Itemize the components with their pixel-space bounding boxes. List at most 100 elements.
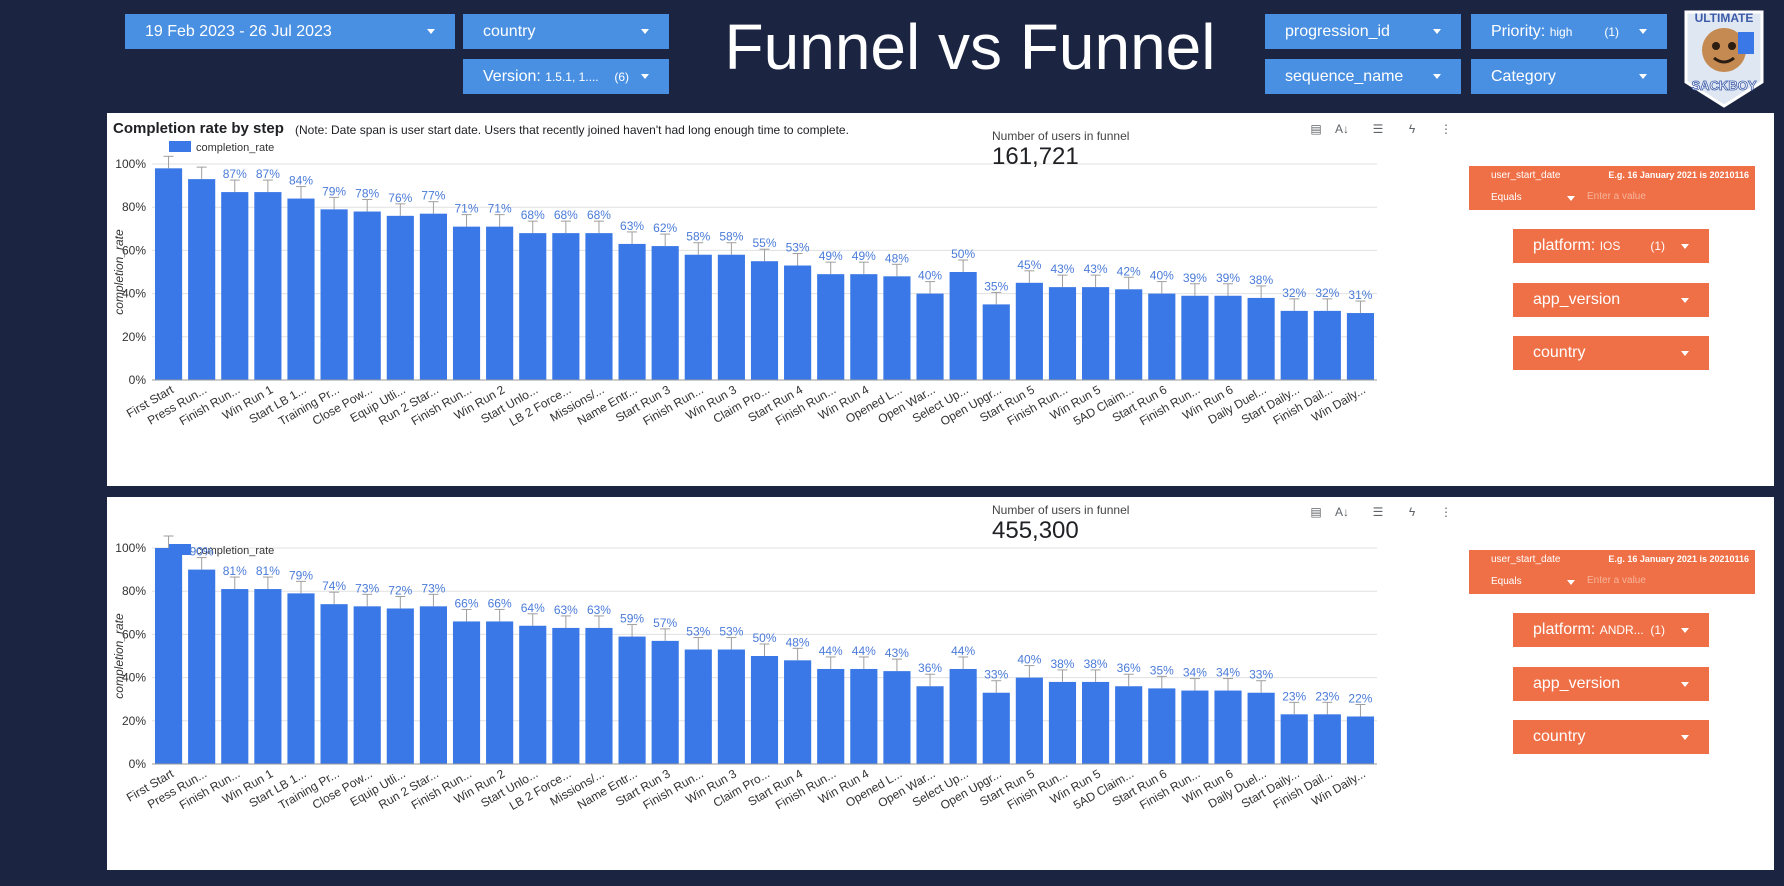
lightning-icon[interactable]: ϟ — [1408, 505, 1416, 519]
bar[interactable] — [850, 274, 878, 380]
bar[interactable] — [452, 621, 481, 764]
bar[interactable] — [188, 569, 216, 764]
bar[interactable] — [519, 233, 547, 380]
explore-chart-icon[interactable]: ▤ — [1310, 505, 1322, 519]
bar[interactable] — [154, 168, 183, 380]
sort-icon[interactable]: A↓ — [1334, 505, 1349, 519]
platform-filter[interactable]: platform: IOS (1) — [1513, 229, 1709, 263]
bar[interactable] — [1346, 313, 1375, 380]
bar[interactable] — [585, 627, 613, 764]
bar[interactable] — [188, 179, 216, 380]
bar[interactable] — [353, 606, 381, 764]
app-version-filter[interactable]: app_version — [1513, 667, 1709, 701]
bar[interactable] — [1148, 293, 1176, 380]
bar[interactable] — [1214, 295, 1242, 380]
bar[interactable] — [552, 627, 580, 764]
bar[interactable] — [883, 671, 911, 764]
version-filter[interactable]: Version: 1.5.1, 1.... (6) — [463, 59, 669, 94]
bar[interactable] — [1048, 287, 1077, 380]
country-filter-panel[interactable]: country — [1513, 336, 1709, 370]
bar[interactable] — [982, 692, 1010, 764]
bar[interactable] — [254, 192, 282, 380]
bar[interactable] — [386, 608, 414, 764]
bar[interactable] — [1313, 714, 1341, 764]
bar[interactable] — [154, 548, 183, 764]
bar[interactable] — [287, 198, 315, 380]
bar[interactable] — [784, 660, 812, 764]
category-filter[interactable]: Category — [1471, 59, 1667, 94]
bar[interactable] — [618, 243, 646, 380]
sequence-name-filter[interactable]: sequence_name — [1265, 59, 1461, 94]
filter-icon[interactable]: ☰ — [1372, 122, 1384, 136]
bar[interactable] — [850, 668, 878, 764]
bar[interactable] — [750, 261, 779, 380]
bar[interactable] — [419, 213, 447, 380]
user-start-date-filter[interactable]: user_start_date E.g. 16 January 2021 is … — [1469, 550, 1755, 594]
bar[interactable] — [883, 276, 911, 380]
bar[interactable] — [618, 636, 646, 764]
bar[interactable] — [1247, 692, 1275, 764]
bar[interactable] — [1048, 681, 1077, 764]
explore-chart-icon[interactable]: ▤ — [1310, 122, 1322, 136]
app-version-filter[interactable]: app_version — [1513, 283, 1709, 317]
bar[interactable] — [320, 209, 348, 380]
bar[interactable] — [386, 215, 414, 380]
bar[interactable] — [1346, 716, 1375, 764]
more-vert-icon[interactable]: ⋮ — [1440, 505, 1452, 519]
bar[interactable] — [552, 233, 580, 380]
bar[interactable] — [750, 656, 779, 764]
bar[interactable] — [1115, 289, 1143, 380]
bar[interactable] — [916, 686, 944, 764]
bar[interactable] — [1280, 714, 1308, 764]
platform-filter[interactable]: platform: ANDR... (1) — [1513, 613, 1709, 647]
country-filter[interactable]: country — [463, 14, 669, 49]
bar[interactable] — [982, 304, 1010, 380]
bar[interactable] — [684, 649, 712, 764]
bar[interactable] — [320, 604, 348, 764]
bar[interactable] — [1247, 297, 1275, 380]
bar[interactable] — [717, 254, 745, 380]
bar[interactable] — [651, 246, 679, 380]
bar[interactable] — [1082, 681, 1110, 764]
bar[interactable] — [1015, 677, 1043, 764]
bar[interactable] — [651, 640, 679, 764]
bar[interactable] — [221, 192, 249, 380]
bar[interactable] — [1181, 690, 1209, 764]
bar[interactable] — [916, 293, 944, 380]
date-range-picker[interactable]: 19 Feb 2023 - 26 Jul 2023 — [125, 14, 455, 49]
bar[interactable] — [1082, 287, 1110, 380]
bar[interactable] — [949, 668, 977, 764]
bar[interactable] — [1181, 295, 1209, 380]
bar[interactable] — [287, 593, 315, 764]
bar[interactable] — [585, 233, 613, 380]
bar[interactable] — [1313, 310, 1341, 380]
bar[interactable] — [817, 274, 845, 380]
filter-value-input[interactable]: Enter a value — [1587, 191, 1646, 202]
bar[interactable] — [452, 226, 481, 380]
bar[interactable] — [1148, 688, 1176, 764]
bar[interactable] — [1280, 310, 1308, 380]
bar[interactable] — [817, 668, 845, 764]
filter-operator[interactable]: Equals — [1491, 576, 1522, 587]
bar[interactable] — [784, 265, 812, 380]
bar[interactable] — [1115, 686, 1143, 764]
bar[interactable] — [1214, 690, 1242, 764]
more-vert-icon[interactable]: ⋮ — [1440, 122, 1452, 136]
bar[interactable] — [221, 589, 249, 764]
filter-value-input[interactable]: Enter a value — [1587, 575, 1646, 586]
bar[interactable] — [254, 589, 282, 764]
bar[interactable] — [419, 606, 447, 764]
country-filter-panel[interactable]: country — [1513, 720, 1709, 754]
progression-id-filter[interactable]: progression_id — [1265, 14, 1461, 49]
user-start-date-filter[interactable]: user_start_date E.g. 16 January 2021 is … — [1469, 166, 1755, 210]
filter-operator[interactable]: Equals — [1491, 192, 1522, 203]
bar[interactable] — [1015, 282, 1043, 380]
priority-filter[interactable]: Priority: high (1) — [1471, 14, 1667, 49]
bar[interactable] — [486, 226, 514, 380]
bar[interactable] — [486, 621, 514, 764]
bar[interactable] — [717, 649, 745, 764]
filter-icon[interactable]: ☰ — [1372, 505, 1384, 519]
bar[interactable] — [949, 272, 977, 380]
bar[interactable] — [519, 625, 547, 764]
bar[interactable] — [353, 211, 381, 380]
